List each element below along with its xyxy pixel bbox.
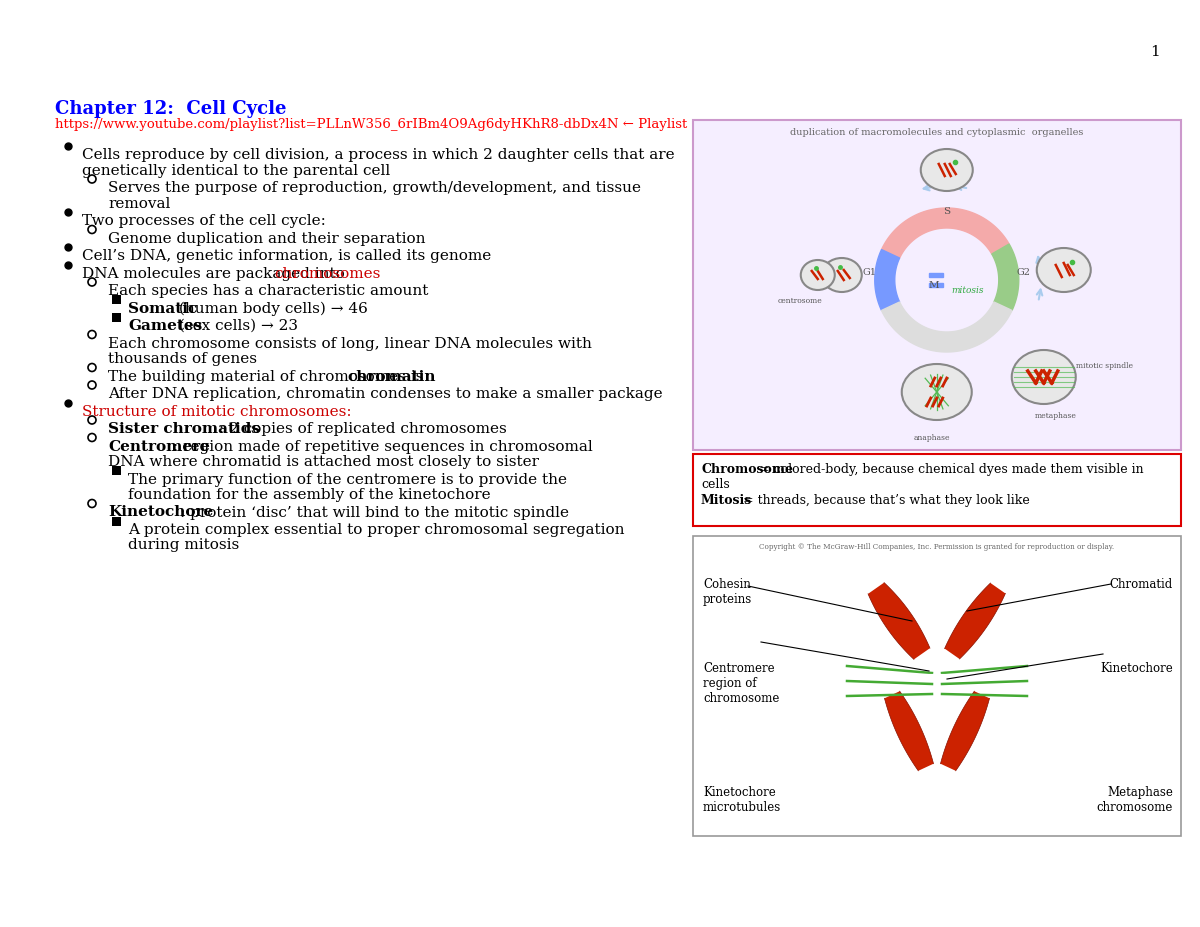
- Text: https://www.youtube.com/playlist?list=PLLnW356_6rIBm4O9Ag6dyHKhR8-dbDx4N ← Playl: https://www.youtube.com/playlist?list=PL…: [55, 118, 688, 131]
- Text: Two processes of the cell cycle:: Two processes of the cell cycle:: [82, 214, 326, 228]
- Bar: [112, 312, 120, 322]
- Text: A protein complex essential to proper chromosomal segregation: A protein complex essential to proper ch…: [128, 523, 624, 537]
- Text: mitosis: mitosis: [952, 286, 984, 295]
- Text: Gametes: Gametes: [128, 319, 203, 333]
- Polygon shape: [875, 249, 900, 311]
- Text: The building material of chromosomes is: The building material of chromosomes is: [108, 370, 428, 384]
- Text: anaphase: anaphase: [913, 434, 950, 442]
- Bar: [694, 120, 1181, 450]
- Text: Cell’s DNA, genetic information, is called its genome: Cell’s DNA, genetic information, is call…: [82, 249, 491, 263]
- Text: Kinetochore: Kinetochore: [1100, 662, 1174, 675]
- Ellipse shape: [1037, 248, 1091, 292]
- Bar: [112, 516, 120, 526]
- Ellipse shape: [901, 364, 972, 420]
- Text: After DNA replication, chromatin condenses to make a smaller package: After DNA replication, chromatin condens…: [108, 387, 662, 401]
- Bar: [694, 454, 1181, 526]
- Text: = threads, because that’s what they look like: = threads, because that’s what they look…: [739, 494, 1030, 507]
- Text: Sister chromatids: Sister chromatids: [108, 422, 260, 436]
- Text: = colored-body, because chemical dyes made them visible in: = colored-body, because chemical dyes ma…: [755, 463, 1144, 476]
- Text: DNA molecules are packaged into: DNA molecules are packaged into: [82, 266, 349, 281]
- Text: Centromere: Centromere: [108, 439, 210, 453]
- Text: Chromatid: Chromatid: [1110, 578, 1174, 591]
- Text: Somatic: Somatic: [128, 301, 197, 315]
- Polygon shape: [882, 208, 1009, 258]
- Text: Metaphase
chromosome: Metaphase chromosome: [1097, 786, 1174, 814]
- Text: Chromosome: Chromosome: [701, 463, 793, 476]
- Text: Cohesin
proteins: Cohesin proteins: [703, 578, 752, 606]
- Polygon shape: [882, 302, 1012, 352]
- Text: mitotic spindle: mitotic spindle: [1075, 362, 1133, 370]
- Text: Kinetochore
microtubules: Kinetochore microtubules: [703, 786, 781, 814]
- Text: Copyright © The McGraw-Hill Companies, Inc. Permission is granted for reproducti: Copyright © The McGraw-Hill Companies, I…: [760, 543, 1115, 551]
- Text: thousands of genes: thousands of genes: [108, 352, 257, 366]
- Text: : region made of repetitive sequences in chromosomal: : region made of repetitive sequences in…: [174, 439, 593, 453]
- Polygon shape: [884, 692, 934, 771]
- Text: Cells reproduce by cell division, a process in which 2 daughter cells that are: Cells reproduce by cell division, a proc…: [82, 148, 674, 162]
- Text: Kinetochore: Kinetochore: [108, 505, 214, 519]
- Text: duplication of macromolecules and cytoplasmic  organelles: duplication of macromolecules and cytopl…: [791, 128, 1084, 137]
- Text: The primary function of the centromere is to provide the: The primary function of the centromere i…: [128, 473, 568, 487]
- Text: during mitosis: during mitosis: [128, 539, 239, 552]
- Ellipse shape: [800, 260, 835, 290]
- Text: centrosome: centrosome: [778, 297, 822, 305]
- Bar: [694, 536, 1181, 836]
- Text: : protein ‘disc’ that will bind to the mitotic spindle: : protein ‘disc’ that will bind to the m…: [180, 505, 569, 519]
- Ellipse shape: [822, 258, 862, 292]
- Polygon shape: [991, 244, 1019, 311]
- Text: G1: G1: [863, 268, 877, 276]
- Bar: [112, 466, 120, 475]
- Text: S: S: [943, 207, 950, 216]
- Text: (human body cells) → 46: (human body cells) → 46: [174, 301, 367, 316]
- Text: Each species has a characteristic amount: Each species has a characteristic amount: [108, 284, 428, 298]
- Text: chromosomes: chromosomes: [274, 266, 380, 281]
- FancyArrow shape: [929, 273, 943, 277]
- Text: removal: removal: [108, 197, 170, 210]
- Text: Centromere
region of
chromosome: Centromere region of chromosome: [703, 662, 779, 705]
- Bar: [112, 295, 120, 304]
- Polygon shape: [941, 692, 990, 771]
- Text: chromatin: chromatin: [348, 370, 437, 384]
- Text: genetically identical to the parental cell: genetically identical to the parental ce…: [82, 163, 390, 177]
- Text: Structure of mitotic chromosomes:: Structure of mitotic chromosomes:: [82, 404, 352, 418]
- Text: metaphase: metaphase: [1034, 412, 1076, 420]
- Text: DNA where chromatid is attached most closely to sister: DNA where chromatid is attached most clo…: [108, 455, 539, 469]
- Text: G2: G2: [1016, 268, 1031, 276]
- Polygon shape: [944, 583, 1006, 659]
- Text: foundation for the assembly of the kinetochore: foundation for the assembly of the kinet…: [128, 488, 491, 502]
- Text: Genome duplication and their separation: Genome duplication and their separation: [108, 232, 426, 246]
- Text: 1: 1: [1150, 45, 1160, 59]
- Text: Mitosis: Mitosis: [701, 494, 752, 507]
- Text: cells: cells: [701, 478, 730, 491]
- FancyArrow shape: [929, 284, 943, 286]
- Ellipse shape: [920, 149, 973, 191]
- Polygon shape: [868, 582, 930, 659]
- Text: Serves the purpose of reproduction, growth/development, and tissue: Serves the purpose of reproduction, grow…: [108, 181, 641, 195]
- Text: M: M: [928, 281, 938, 289]
- Text: Chapter 12:  Cell Cycle: Chapter 12: Cell Cycle: [55, 100, 287, 118]
- Text: (sex cells) → 23: (sex cells) → 23: [174, 319, 298, 333]
- Ellipse shape: [1012, 350, 1075, 404]
- Text: Each chromosome consists of long, linear DNA molecules with: Each chromosome consists of long, linear…: [108, 337, 592, 350]
- Text: : 2 copies of replicated chromosomes: : 2 copies of replicated chromosomes: [220, 422, 508, 436]
